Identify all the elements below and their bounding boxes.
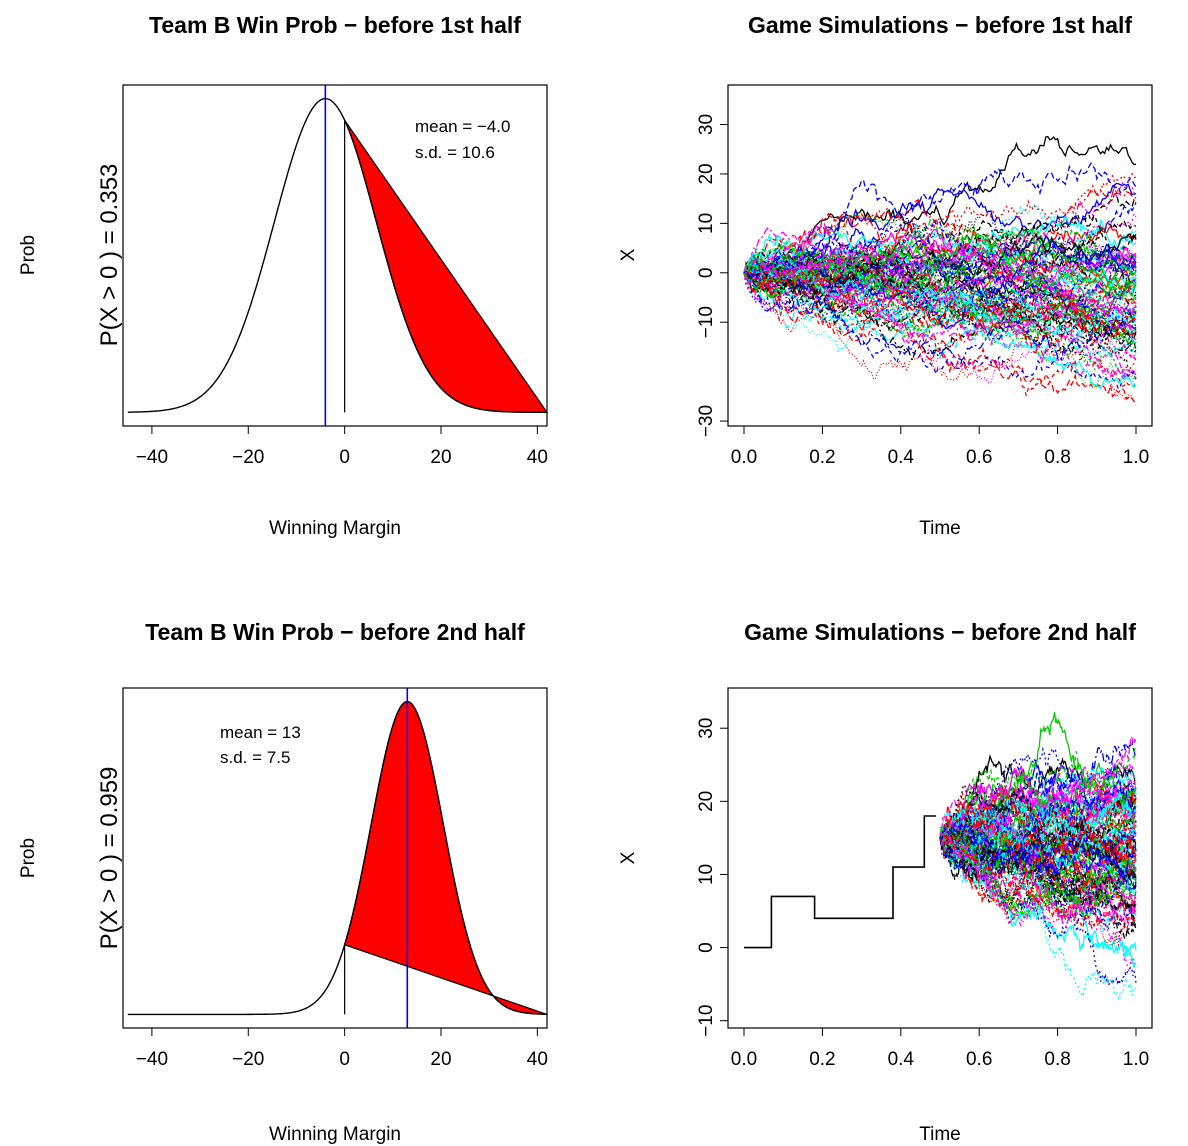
sd-annotation: s.d. = 7.5	[220, 748, 290, 767]
y-tick-label: 10	[696, 213, 717, 234]
chart-title: Team B Win Prob − before 2nd half	[145, 619, 525, 645]
x-tick-label: 20	[430, 1049, 451, 1070]
x-tick-label: 0.0	[731, 447, 757, 468]
y-tick-label: −10	[696, 1005, 717, 1037]
y-tick-label: −10	[696, 306, 717, 338]
simulation-paths	[744, 712, 1136, 998]
simulation-panel-2nd-half: Game Simulations − before 2nd half Time …	[618, 619, 1152, 1145]
x-axis-label: Time	[919, 518, 961, 539]
chart-title: Game Simulations − before 2nd half	[744, 619, 1136, 645]
x-tick-label: 0.2	[809, 1049, 835, 1070]
simulation-panel-1st-half: Game Simulations − before 1st half Time …	[618, 12, 1152, 539]
x-tick-label: 0.2	[809, 447, 835, 468]
x-tick-label: 0	[339, 1049, 350, 1070]
x-tick-label: 0.6	[966, 1049, 992, 1070]
y-tick-label: 0	[696, 942, 717, 953]
density-curve	[128, 702, 547, 1015]
x-tick-label: 0	[339, 447, 350, 468]
x-tick-label: 0.4	[888, 447, 915, 468]
x-tick-label: −40	[136, 1049, 168, 1070]
y-tick-label: 30	[696, 114, 717, 135]
x-tick-label: 0.6	[966, 447, 992, 468]
x-tick-label: 1.0	[1123, 1049, 1149, 1070]
x-tick-label: 1.0	[1123, 447, 1149, 468]
probability-annotation: P(X > 0 ) = 0.353	[96, 164, 123, 347]
x-tick-label: −40	[136, 447, 168, 468]
x-axis-label: Winning Margin	[269, 518, 401, 539]
density-panel-1st-half: Team B Win Prob − before 1st half Winnin…	[18, 12, 548, 539]
x-tick-label: 0.8	[1044, 1049, 1070, 1070]
x-axis-label: Winning Margin	[269, 1124, 401, 1145]
y-tick-label: 30	[696, 718, 717, 739]
shaded-probability-area	[345, 120, 547, 412]
x-tick-label: 0.0	[731, 1049, 757, 1070]
density-panel-2nd-half: Team B Win Prob − before 2nd half Winnin…	[18, 619, 548, 1145]
x-tick-label: 40	[527, 1049, 548, 1070]
y-tick-label: 20	[696, 163, 717, 184]
x-tick-label: −20	[232, 447, 264, 468]
x-tick-label: 0.4	[888, 1049, 915, 1070]
x-axis-ticks: −40 −20 0 20 40	[136, 426, 548, 468]
simulation-paths	[744, 137, 1136, 406]
x-axis-label: Time	[919, 1124, 961, 1145]
y-axis-label: Prob	[18, 235, 39, 275]
mean-annotation: mean = −4.0	[415, 117, 510, 136]
chart-title: Team B Win Prob − before 1st half	[149, 12, 521, 38]
y-tick-label: 20	[696, 791, 717, 812]
x-tick-label: 0.8	[1044, 447, 1070, 468]
y-tick-label: 10	[696, 864, 717, 885]
x-axis-ticks: 0.0 0.2 0.4 0.6 0.8 1.0	[731, 426, 1149, 468]
density-marks	[128, 85, 547, 426]
y-axis-label: X	[618, 851, 639, 864]
chart-title: Game Simulations − before 1st half	[748, 12, 1132, 38]
density-marks	[128, 688, 547, 1028]
observed-score-path	[744, 816, 936, 948]
x-tick-label: 20	[430, 447, 451, 468]
y-tick-label: −30	[696, 405, 717, 437]
shaded-probability-area	[345, 702, 547, 1015]
y-axis-ticks: −30 −10 0 10 20 30	[696, 114, 728, 437]
x-tick-label: −20	[232, 1049, 264, 1070]
x-tick-label: 40	[527, 447, 548, 468]
y-tick-label: 0	[696, 268, 717, 279]
sd-annotation: s.d. = 10.6	[415, 143, 495, 162]
y-axis-label: X	[618, 248, 639, 261]
x-axis-ticks: −40 −20 0 20 40	[136, 1028, 548, 1070]
y-axis-label: Prob	[18, 838, 39, 878]
plot-frame	[123, 688, 547, 1028]
probability-annotation: P(X > 0 ) = 0.959	[96, 767, 123, 950]
mean-annotation: mean = 13	[220, 723, 301, 742]
y-axis-ticks: −10 0 10 20 30	[696, 718, 728, 1037]
x-axis-ticks: 0.0 0.2 0.4 0.6 0.8 1.0	[731, 1028, 1149, 1070]
